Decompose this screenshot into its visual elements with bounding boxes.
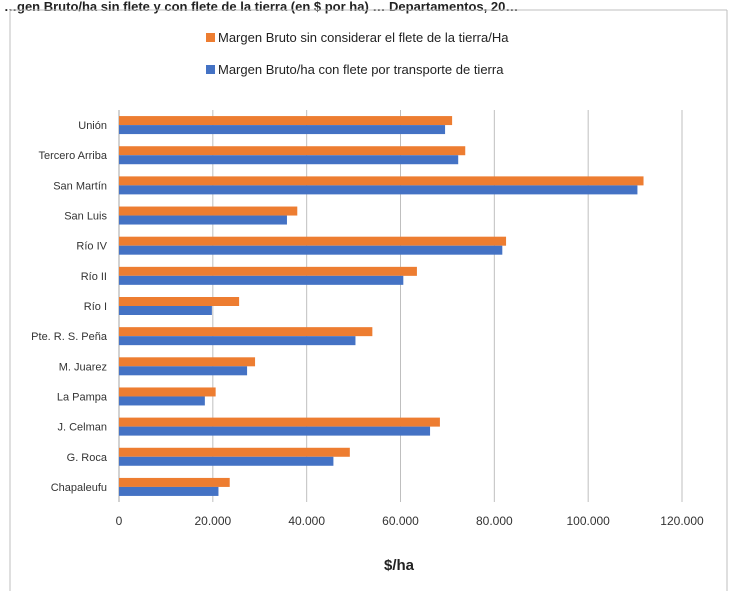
bars — [119, 116, 644, 496]
category-label: Río I — [84, 301, 107, 313]
bar-margen-sin-flete — [119, 477, 230, 487]
category-label: J. Celman — [57, 422, 107, 434]
legend-swatch-margen-con-flete — [206, 65, 215, 74]
bar-margen-sin-flete — [119, 327, 373, 337]
bar-margen-con-flete — [119, 306, 212, 315]
bar-margen-con-flete — [119, 336, 356, 346]
category-label: Tercero Arriba — [39, 150, 108, 162]
bar-margen-sin-flete — [119, 266, 417, 276]
x-tick-label: 40.000 — [288, 514, 325, 528]
x-axis-title: $/ha — [384, 557, 415, 574]
category-label: Chapaleufu — [51, 482, 107, 494]
x-tick-label: 120.000 — [660, 514, 704, 528]
bar-margen-sin-flete — [119, 176, 644, 186]
x-tick-labels: 0 20.000 40.000 60.000 80.000 100.000 120.000 — [116, 514, 704, 528]
x-tick-label: 20.000 — [194, 514, 231, 528]
bar-margen-sin-flete — [119, 206, 298, 216]
bar-margen-sin-flete — [119, 447, 350, 457]
bar-margen-con-flete — [119, 215, 287, 225]
bar-margen-con-flete — [119, 245, 503, 255]
bar-margen-con-flete — [119, 366, 248, 376]
category-label: Unión — [78, 120, 107, 132]
bar-margen-con-flete — [119, 486, 219, 496]
bar-margen-sin-flete — [119, 387, 216, 397]
category-labels: Unión Tercero Arriba San Martín San Luis Río… — [31, 120, 108, 494]
legend-label-margen-sin-flete: Margen Bruto sin considerar el flete de … — [218, 30, 509, 45]
bar-margen-sin-flete — [119, 236, 507, 246]
category-label: Río II — [81, 271, 107, 283]
x-tick-label: 100.000 — [566, 514, 610, 528]
category-label: La Pampa — [57, 391, 108, 403]
x-tick-label: 60.000 — [382, 514, 419, 528]
bar-margen-sin-flete — [119, 146, 466, 156]
category-label: San Martín — [53, 180, 107, 192]
bar-margen-con-flete — [119, 426, 431, 436]
category-label: M. Juarez — [59, 361, 107, 373]
bar-margen-con-flete — [119, 456, 334, 466]
bar-margen-sin-flete — [119, 357, 256, 367]
x-tick-label: 80.000 — [476, 514, 513, 528]
bar-margen-con-flete — [119, 125, 446, 135]
category-label: San Luis — [64, 211, 107, 223]
category-label: Río IV — [76, 241, 107, 253]
bar-margen-con-flete — [119, 275, 404, 285]
chart-title: …gen Bruto/ha sin flete y con flete de l… — [4, 0, 518, 14]
bar-margen-con-flete — [119, 155, 459, 165]
bar-margen-con-flete — [119, 185, 638, 195]
category-label: G. Roca — [67, 452, 108, 464]
bar-margen-sin-flete — [119, 417, 440, 427]
legend-swatch-margen-sin-flete — [206, 33, 215, 42]
category-label: Pte. R. S. Peña — [31, 331, 108, 343]
legend-label-margen-con-flete: Margen Bruto/ha con flete por transporte… — [218, 62, 504, 77]
x-tick-label: 0 — [116, 514, 123, 528]
bar-margen-sin-flete — [119, 297, 240, 306]
legend: Margen Bruto sin considerar el flete de … — [206, 30, 509, 77]
bar-margen-sin-flete — [119, 116, 453, 126]
bar-margen-con-flete — [119, 396, 205, 406]
